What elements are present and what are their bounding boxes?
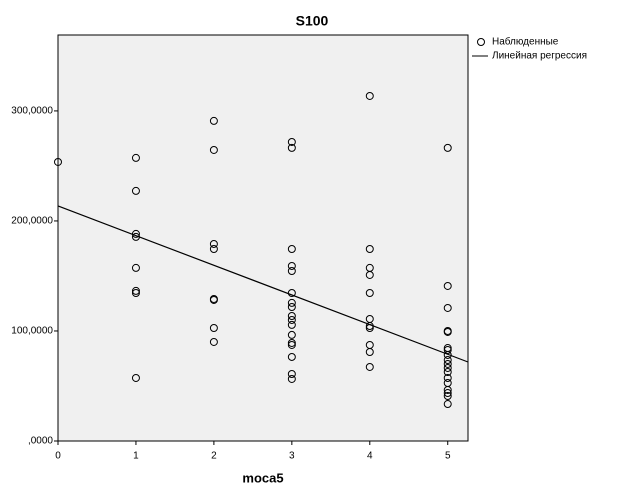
data-point: [287, 330, 296, 339]
x-tick-label: 2: [211, 451, 217, 462]
x-tick-label: 3: [289, 451, 295, 462]
x-tick-label: 5: [445, 451, 451, 462]
legend-marker: [477, 38, 485, 46]
x-tick-label: 1: [133, 451, 139, 462]
data-point: [287, 261, 296, 270]
data-point: [443, 359, 452, 368]
data-point: [443, 346, 452, 355]
data-point: [287, 320, 296, 329]
data-point: [365, 245, 374, 254]
data-point: [443, 327, 452, 336]
data-point: [131, 286, 140, 295]
data-point: [287, 340, 296, 349]
data-point: [287, 315, 296, 324]
data-point: [443, 350, 452, 359]
data-point: [287, 338, 296, 347]
y-tick-label: ,0000: [28, 436, 53, 447]
x-axis-label: moca5: [242, 470, 283, 485]
data-point: [443, 400, 452, 409]
data-point: [209, 324, 218, 333]
data-point: [365, 91, 374, 100]
data-point: [131, 373, 140, 382]
data-point: [443, 303, 452, 312]
data-point: [131, 289, 140, 298]
data-point: [209, 295, 218, 304]
data-point: [209, 116, 218, 125]
data-point: [365, 347, 374, 356]
data-point: [209, 337, 218, 346]
x-tick-label: 4: [367, 451, 373, 462]
data-point: [287, 298, 296, 307]
regression-line: [57, 205, 469, 363]
data-point: [287, 137, 296, 146]
data-point: [54, 157, 62, 166]
data-point: [287, 143, 296, 152]
data-point: [209, 245, 218, 254]
legend-label: Наблюденные: [492, 36, 559, 48]
chart-title: S100: [296, 13, 329, 29]
data-point: [287, 245, 296, 254]
data-point: [131, 186, 140, 195]
data-point: [287, 369, 296, 378]
data-point: [443, 368, 452, 377]
y-tick-label: 200,0000: [11, 216, 53, 227]
data-point: [443, 389, 452, 398]
data-point: [443, 373, 452, 382]
data-point: [443, 281, 452, 290]
data-point: [287, 352, 296, 361]
data-point: [365, 270, 374, 279]
data-point: [443, 143, 452, 152]
data-point: [131, 153, 140, 162]
y-tick-label: 100,0000: [11, 326, 53, 337]
data-point: [287, 267, 296, 276]
legend-label: Линейная регрессия: [492, 51, 587, 62]
data-point: [209, 145, 218, 154]
plot-area: [57, 34, 469, 442]
y-tick-label: 300,0000: [11, 106, 53, 117]
data-point: [365, 362, 374, 371]
data-point: [443, 385, 452, 394]
data-point: [131, 263, 140, 272]
data-point: [443, 356, 452, 365]
data-point: [287, 312, 296, 321]
data-point: [443, 391, 452, 400]
x-tick-label: 0: [55, 451, 61, 462]
data-point: [365, 289, 374, 298]
data-point: [287, 374, 296, 383]
data-point: [443, 363, 452, 372]
data-point: [209, 239, 218, 248]
data-point: [287, 302, 296, 311]
